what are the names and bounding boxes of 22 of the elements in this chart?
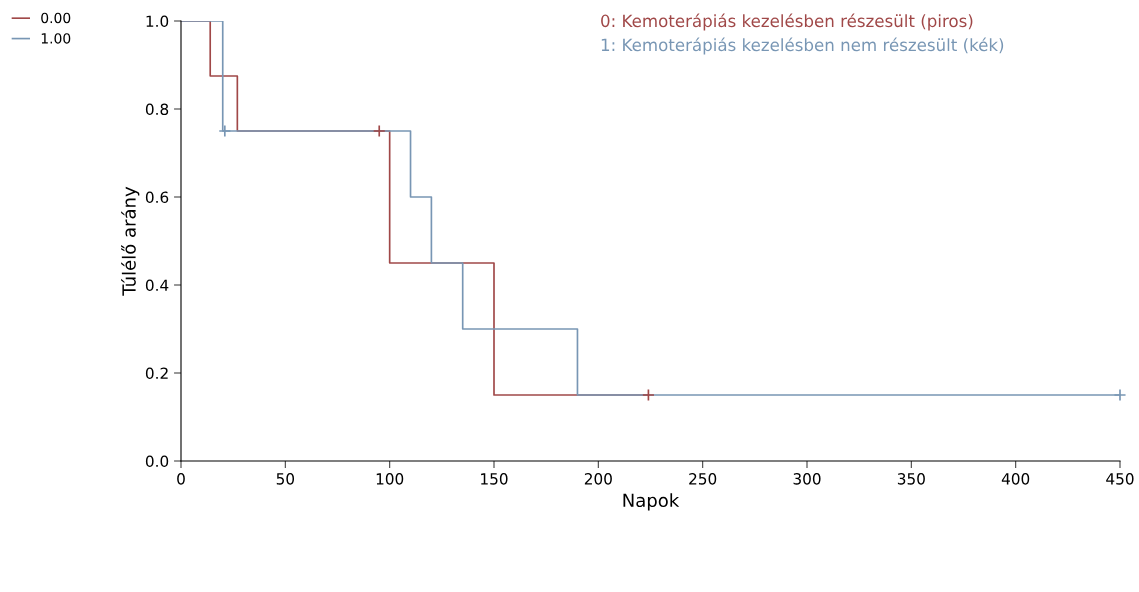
annotation: 1: Kemoterápiás kezelésben nem részesült (kék) (601, 37, 1004, 55)
x-tick-label: 350 (897, 473, 925, 485)
legend-label: 0.00 (41, 12, 71, 24)
y-tick-label: 0.8 (145, 103, 169, 116)
x-axis-title: Napok (623, 493, 680, 511)
x-tick-label: 450 (1106, 473, 1134, 485)
x-tick-label: 200 (584, 473, 612, 485)
x-tick-label: 300 (793, 473, 821, 485)
y-tick-label: 1.0 (146, 15, 169, 28)
x-tick-label: 50 (276, 473, 295, 485)
x-tick-label: 0 (177, 473, 185, 485)
x-tick-label: 250 (689, 473, 717, 485)
y-tick-label: 0.0 (145, 455, 169, 468)
x-tick-label: 100 (376, 473, 404, 485)
x-tick-label: 150 (481, 473, 508, 485)
y-tick-label: 0.4 (145, 279, 169, 292)
legend-label: 1.00 (41, 33, 71, 44)
y-tick-label: 0.2 (145, 367, 168, 380)
y-tick-label: 0.6 (145, 191, 169, 204)
annotation: 0: Kemoterápiás kezelésben részesült (piros) (601, 13, 973, 31)
y-axis-title: Túlélő arány (121, 186, 140, 296)
x-tick-label: 400 (1001, 473, 1030, 485)
